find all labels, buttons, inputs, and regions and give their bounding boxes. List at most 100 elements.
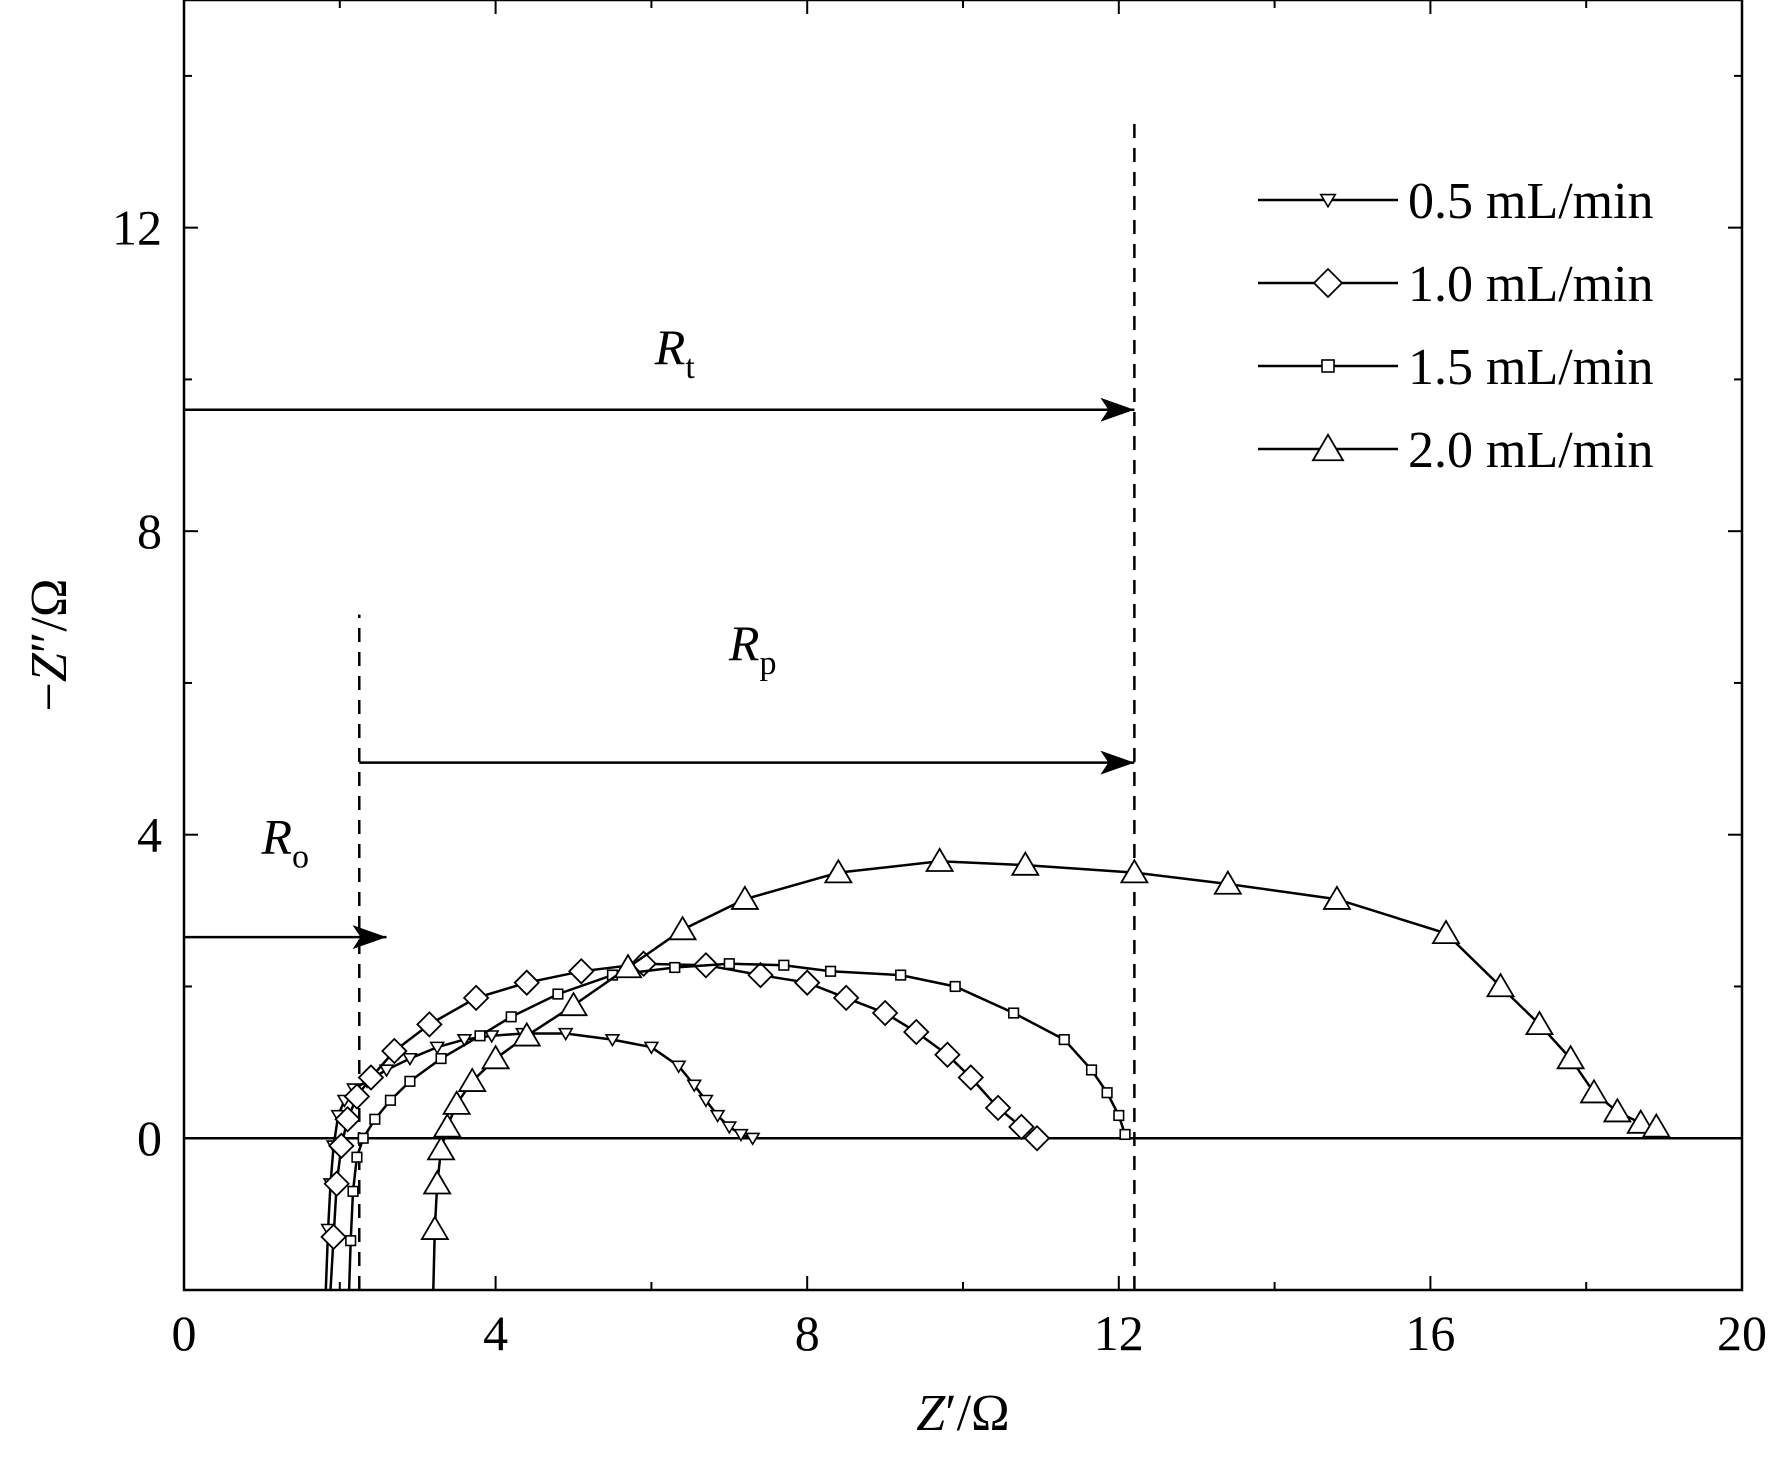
data-point: [832, 984, 860, 1012]
data-point: [957, 1064, 985, 1091]
data-point: [721, 1121, 738, 1135]
data-point: [709, 1109, 726, 1124]
data-point: [670, 1060, 687, 1074]
data-point: [686, 1079, 703, 1093]
legend-item: 1.5 mL/min: [1258, 339, 1654, 396]
data-point: [949, 980, 961, 993]
data-point: [357, 1132, 369, 1144]
data-point: [1119, 1128, 1131, 1141]
legend-label: 2.0 mL/min: [1408, 422, 1654, 479]
annotation-label-o: Ro: [260, 809, 309, 876]
x-axis-label: Z′/Ω: [916, 1385, 1009, 1442]
data-point: [698, 1094, 714, 1108]
y-tick-label: 4: [137, 807, 162, 863]
data-point: [793, 969, 821, 996]
data-point: [351, 1151, 363, 1163]
data-point: [934, 1041, 961, 1069]
data-point: [1485, 972, 1516, 998]
annotation-label-t: Rt: [654, 319, 696, 386]
data-point: [474, 1030, 486, 1042]
legend-item: 1.0 mL/min: [1258, 256, 1654, 313]
legend-item: 2.0 mL/min: [1258, 422, 1654, 479]
legend-label: 1.5 mL/min: [1408, 339, 1654, 396]
series-line: [329, 962, 1038, 1290]
legend: 0.5 mL/min 1.0 mL/min 1.5 mL/min 2.0 mL/min: [1258, 173, 1654, 479]
data-point: [568, 958, 595, 985]
data-point: [512, 1021, 542, 1047]
data-point: [667, 915, 698, 941]
data-point: [1431, 919, 1461, 945]
data-point: [416, 1011, 443, 1038]
data-point: [895, 969, 907, 981]
data-point: [1626, 1108, 1656, 1134]
data-point: [345, 1235, 357, 1247]
legend-label: 1.0 mL/min: [1408, 256, 1654, 313]
data-point: [1008, 1007, 1020, 1019]
data-point: [429, 1041, 445, 1055]
data-point: [1579, 1078, 1609, 1104]
data-point: [320, 1223, 347, 1251]
data-point: [483, 1030, 500, 1044]
y-tick-label: 8: [137, 503, 162, 559]
data-point: [1101, 1087, 1113, 1099]
data-point: [669, 961, 681, 974]
data-point: [871, 999, 899, 1027]
data-point: [1119, 858, 1149, 884]
data-point: [442, 1089, 472, 1115]
annotation-label-p: Rp: [728, 615, 777, 682]
series-2-0-ml-min: [420, 847, 1671, 1290]
data-point: [730, 885, 760, 910]
legend-marker-square-icon: [1321, 359, 1335, 373]
data-point: [1556, 1044, 1586, 1070]
x-tick-label: 8: [795, 1305, 820, 1361]
data-point: [456, 1033, 473, 1048]
data-point: [552, 988, 564, 1000]
legend-marker-triangle-down-icon: [1319, 193, 1337, 209]
data-point: [334, 1105, 361, 1133]
data-point: [432, 1112, 462, 1138]
data-point: [1641, 1112, 1671, 1138]
data-point: [557, 1027, 574, 1042]
data-point: [422, 1169, 452, 1195]
data-point: [1008, 1113, 1035, 1141]
series-line: [324, 1032, 754, 1290]
data-point: [1524, 1010, 1555, 1036]
y-axis-label: −Z″/Ω: [21, 579, 78, 712]
data-point: [328, 1132, 355, 1160]
x-tick-label: 4: [483, 1305, 508, 1361]
series-1-5-ml-min: [345, 958, 1131, 1290]
data-point: [723, 958, 735, 970]
data-point: [435, 1052, 447, 1065]
axes-layer: 0 4 8 12 16 20 0 4 8 12 Z′/Ω −Z″/Ω: [21, 0, 1767, 1442]
data-point: [378, 1064, 395, 1078]
data-point: [1085, 1064, 1098, 1076]
data-point: [1113, 1109, 1125, 1122]
annotation-arrowhead: [1100, 750, 1135, 775]
data-point: [925, 847, 955, 872]
data-point: [420, 1215, 450, 1240]
data-point: [343, 1083, 371, 1110]
data-point: [481, 1044, 511, 1070]
annotation-arrowhead: [1100, 397, 1135, 422]
x-tick-label: 20: [1717, 1305, 1767, 1361]
data-point: [1058, 1033, 1070, 1046]
data-point: [1602, 1097, 1632, 1123]
data-point: [462, 984, 490, 1012]
data-point: [823, 858, 853, 884]
data-point: [643, 1041, 660, 1055]
data-point: [505, 1011, 517, 1023]
data-point: [604, 1033, 621, 1048]
data-point: [402, 1052, 418, 1067]
series-line: [432, 860, 1657, 1290]
data-point: [902, 1018, 930, 1046]
data-point: [323, 1170, 350, 1198]
data-point: [613, 953, 643, 979]
data-point: [1010, 850, 1040, 876]
data-point: [558, 991, 589, 1017]
annotation-arrowhead: [352, 925, 387, 950]
data-point: [457, 1067, 487, 1092]
y-tick-label: 12: [112, 200, 162, 256]
y-tick-label: 0: [137, 1110, 162, 1166]
